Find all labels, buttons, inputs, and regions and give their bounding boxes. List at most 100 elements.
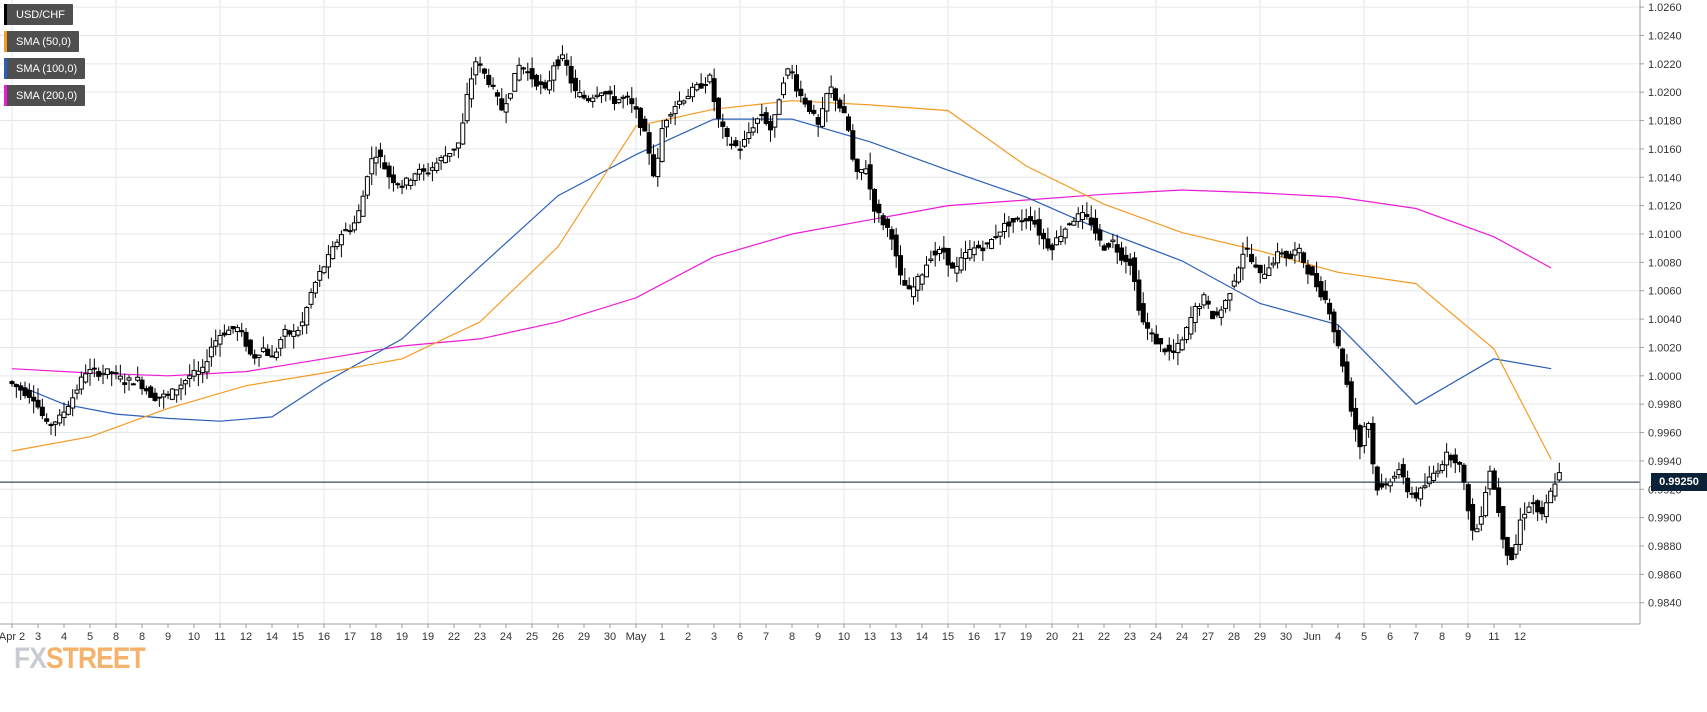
y-tick-label: 1.0140 xyxy=(1648,172,1682,184)
x-tick-label: 16 xyxy=(968,631,980,643)
legend-item-sma100[interactable]: SMA (100,0) xyxy=(4,58,86,79)
candle xyxy=(646,124,652,165)
candle-body xyxy=(464,94,470,122)
candle xyxy=(182,379,188,396)
candle-body xyxy=(1418,487,1424,500)
x-tick-label: 30 xyxy=(1280,631,1292,643)
candle-body xyxy=(1192,305,1198,324)
candle-body xyxy=(230,326,236,330)
candle xyxy=(1392,471,1398,482)
candle-body xyxy=(1470,504,1476,531)
x-tick-label: 16 xyxy=(318,631,330,643)
candle xyxy=(87,358,93,386)
candle xyxy=(1179,336,1185,352)
candle xyxy=(1513,534,1519,559)
candle xyxy=(672,100,678,126)
candle-body xyxy=(1080,212,1086,220)
y-tick-label: 1.0220 xyxy=(1648,59,1682,71)
legend-item-sma50[interactable]: SMA (50,0) xyxy=(4,31,80,52)
candle-body xyxy=(187,375,193,380)
candle-body xyxy=(1101,245,1107,251)
candle xyxy=(1227,292,1233,312)
candle-body xyxy=(997,231,1003,237)
candle-body xyxy=(1249,253,1255,263)
candle-body xyxy=(1392,475,1398,479)
candle-body xyxy=(1114,244,1120,253)
candle xyxy=(351,215,357,233)
candle xyxy=(377,142,383,169)
x-tick-label: 19 xyxy=(422,631,434,643)
candle-body xyxy=(44,418,50,422)
y-tick-label: 0.9900 xyxy=(1648,513,1682,525)
candle-body xyxy=(1305,264,1311,275)
candle-body xyxy=(200,366,206,374)
candle-body xyxy=(247,339,253,355)
candle xyxy=(460,113,466,146)
candle-body xyxy=(1257,264,1263,274)
candle xyxy=(1318,276,1324,301)
x-tick-label: 29 xyxy=(1254,631,1266,643)
candle-body xyxy=(533,74,539,87)
candle xyxy=(637,107,643,136)
candle-body xyxy=(117,375,123,380)
legend-item-symbol[interactable]: USD/CHF xyxy=(4,4,73,25)
candle xyxy=(546,70,552,95)
candle-body xyxy=(1088,217,1094,226)
x-tick-label: 9 xyxy=(1465,631,1471,643)
candle xyxy=(217,329,223,357)
x-tick-label: 15 xyxy=(292,631,304,643)
candle xyxy=(308,288,314,309)
logo-fx: FX xyxy=(14,642,47,675)
candle-body xyxy=(737,148,743,151)
candle xyxy=(1517,507,1523,551)
candle xyxy=(490,77,496,90)
candle-body xyxy=(659,128,665,162)
candle-body xyxy=(96,371,102,377)
x-tick-label: 5 xyxy=(1361,631,1367,643)
candle-body xyxy=(689,86,695,98)
candle xyxy=(57,409,63,426)
candle xyxy=(1097,223,1103,247)
candle xyxy=(434,157,440,174)
candle-body xyxy=(226,329,232,336)
candle-body xyxy=(824,93,830,112)
candle-body xyxy=(1500,506,1506,540)
candle xyxy=(1418,486,1424,507)
legend-item-sma200[interactable]: SMA (200,0) xyxy=(4,85,86,106)
candle-body xyxy=(1335,329,1341,347)
candle-body xyxy=(373,156,379,164)
candle-body xyxy=(477,63,483,66)
candle xyxy=(169,388,175,401)
y-tick-label: 0.9960 xyxy=(1648,428,1682,440)
candle-body xyxy=(1071,220,1077,226)
candle xyxy=(9,380,15,387)
candle xyxy=(832,87,838,112)
candle xyxy=(867,152,873,201)
candle xyxy=(746,122,752,144)
candle xyxy=(1249,243,1255,265)
candle xyxy=(1210,310,1216,320)
candle-body xyxy=(520,67,526,70)
candle-body xyxy=(590,97,596,103)
candle xyxy=(564,53,570,76)
x-tick-label: 28 xyxy=(1228,631,1240,643)
candle-body xyxy=(1535,500,1541,513)
x-tick-label: 17 xyxy=(994,631,1006,643)
candle-body xyxy=(1487,470,1493,490)
candle xyxy=(156,396,162,407)
candle-body xyxy=(937,248,943,254)
y-tick-label: 1.0000 xyxy=(1648,371,1682,383)
candle-body xyxy=(109,371,115,374)
x-tick-label: 25 xyxy=(526,631,538,643)
candle-body xyxy=(581,94,587,99)
candle xyxy=(989,238,995,250)
candle-body xyxy=(854,158,860,172)
candle-body xyxy=(1002,222,1008,233)
candle xyxy=(507,93,513,101)
candle xyxy=(1223,299,1229,313)
candle xyxy=(421,164,427,181)
candle xyxy=(629,87,635,113)
candle xyxy=(1552,472,1558,501)
candle xyxy=(1500,506,1506,549)
